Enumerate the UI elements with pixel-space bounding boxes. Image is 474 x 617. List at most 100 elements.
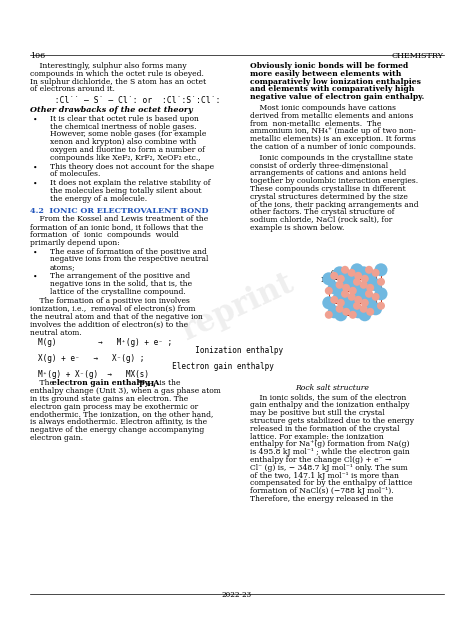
Text: :Cl̇̇ — Ṡ — Cl̇: or  :Cl̇:Ṡ:Cl̇:: :Cl̇̇ — Ṡ — Cl̇: or :Cl̇:Ṡ:Cl̇: bbox=[45, 96, 220, 106]
Text: sodium chloride, NaCl (rock salt), for: sodium chloride, NaCl (rock salt), for bbox=[250, 216, 392, 224]
Text: Obviously ionic bonds will be formed: Obviously ionic bonds will be formed bbox=[250, 62, 408, 70]
Text: enthalpy for Na⁺(g) formation from Na(g): enthalpy for Na⁺(g) formation from Na(g) bbox=[250, 441, 410, 449]
Text: In sulphur dichloride, the S atom has an octet: In sulphur dichloride, the S atom has an… bbox=[30, 78, 206, 86]
Text: neutral atom.: neutral atom. bbox=[30, 329, 82, 337]
Text: Na⁺→: Na⁺→ bbox=[321, 276, 341, 284]
Circle shape bbox=[338, 275, 352, 288]
Text: M⁺(g) + X⁻(g)  →   MX(s): M⁺(g) + X⁻(g) → MX(s) bbox=[38, 370, 149, 379]
Text: consist of orderly three-dimensional: consist of orderly three-dimensional bbox=[250, 162, 388, 170]
Circle shape bbox=[336, 305, 344, 313]
Text: In ionic solids, the sum of the electron: In ionic solids, the sum of the electron bbox=[250, 394, 406, 402]
Text: and elements with comparatively high: and elements with comparatively high bbox=[250, 85, 414, 93]
Circle shape bbox=[357, 291, 370, 304]
Circle shape bbox=[364, 269, 377, 283]
Circle shape bbox=[363, 275, 375, 288]
Text: arrangements of cations and anions held: arrangements of cations and anions held bbox=[250, 170, 406, 178]
Text: is 495.8 kJ mol⁻¹ ; while the electron gain: is 495.8 kJ mol⁻¹ ; while the electron g… bbox=[250, 448, 410, 456]
Text: However, some noble gases (for example: However, some noble gases (for example bbox=[50, 130, 206, 138]
Text: •: • bbox=[33, 249, 37, 257]
Circle shape bbox=[365, 266, 373, 274]
Text: Other drawbacks of the octet theory: Other drawbacks of the octet theory bbox=[30, 106, 193, 114]
Text: lattice of the crystalline compound.: lattice of the crystalline compound. bbox=[50, 288, 186, 296]
Circle shape bbox=[342, 308, 350, 316]
Text: is the: is the bbox=[157, 379, 181, 387]
Circle shape bbox=[352, 305, 365, 318]
Circle shape bbox=[336, 281, 344, 289]
Text: formation of an ionic bond, it follows that the: formation of an ionic bond, it follows t… bbox=[30, 223, 203, 231]
Text: The: The bbox=[30, 379, 56, 387]
Text: negative ions in the solid, that is, the: negative ions in the solid, that is, the bbox=[50, 280, 192, 288]
Text: other factors. The crystal structure of: other factors. The crystal structure of bbox=[250, 209, 394, 217]
Circle shape bbox=[340, 293, 353, 306]
Text: in its ground state gains an electron. The: in its ground state gains an electron. T… bbox=[30, 395, 188, 403]
Circle shape bbox=[333, 267, 346, 280]
Text: negative of the energy change accompanying: negative of the energy change accompanyi… bbox=[30, 426, 204, 434]
Text: xenon and krypton) also combine with: xenon and krypton) also combine with bbox=[50, 138, 196, 146]
Circle shape bbox=[333, 291, 346, 304]
Text: Therefore, the energy released in the: Therefore, the energy released in the bbox=[250, 495, 393, 503]
Circle shape bbox=[352, 281, 365, 294]
Circle shape bbox=[361, 275, 369, 283]
Circle shape bbox=[325, 311, 333, 319]
Text: M(g)         →   M⁺(g) + e⁻ ;: M(g) → M⁺(g) + e⁻ ; bbox=[38, 338, 172, 347]
Circle shape bbox=[342, 284, 350, 292]
Text: H,: H, bbox=[147, 379, 157, 387]
Text: It is clear that octet rule is based upon: It is clear that octet rule is based upo… bbox=[50, 115, 199, 123]
Circle shape bbox=[372, 293, 380, 301]
Text: example is shown below.: example is shown below. bbox=[250, 224, 345, 232]
Text: gain enthalpy and the ionization enthalpy: gain enthalpy and the ionization enthalp… bbox=[250, 402, 410, 410]
Circle shape bbox=[337, 275, 345, 283]
Text: Interestingly, sulphur also forms many: Interestingly, sulphur also forms many bbox=[30, 62, 187, 70]
Circle shape bbox=[366, 284, 374, 292]
Text: of the two, 147.1 kJ mol⁻¹ is more than: of the two, 147.1 kJ mol⁻¹ is more than bbox=[250, 471, 399, 479]
Circle shape bbox=[360, 281, 368, 289]
Text: formation of NaCl(s) (−788 kJ mol⁻¹).: formation of NaCl(s) (−788 kJ mol⁻¹). bbox=[250, 487, 393, 495]
Circle shape bbox=[346, 296, 359, 309]
Text: metallic elements) is an exception. It forms: metallic elements) is an exception. It f… bbox=[250, 135, 416, 143]
Text: of electrons around it.: of electrons around it. bbox=[30, 85, 115, 93]
Text: compensated for by the enthalpy of lattice: compensated for by the enthalpy of latti… bbox=[250, 479, 412, 487]
Text: may be positive but still the crystal: may be positive but still the crystal bbox=[250, 409, 385, 417]
Circle shape bbox=[347, 293, 356, 301]
Text: the neutral atom and that of the negative ion: the neutral atom and that of the negativ… bbox=[30, 313, 203, 321]
Circle shape bbox=[349, 287, 357, 295]
Circle shape bbox=[354, 296, 362, 304]
Circle shape bbox=[369, 302, 382, 315]
Text: Cl⁻ (g) is, − 348.7 kJ mol⁻¹ only. The sum: Cl⁻ (g) is, − 348.7 kJ mol⁻¹ only. The s… bbox=[250, 464, 408, 472]
Circle shape bbox=[377, 278, 385, 286]
Circle shape bbox=[372, 269, 380, 277]
Text: more easily between elements with: more easily between elements with bbox=[250, 70, 401, 78]
Text: Rock salt structure: Rock salt structure bbox=[295, 384, 369, 392]
Circle shape bbox=[353, 278, 361, 286]
Circle shape bbox=[330, 272, 338, 280]
Text: It does not explain the relative stability of: It does not explain the relative stabili… bbox=[50, 179, 210, 187]
Text: enthalpy change (Unit 3), when a gas phase atom: enthalpy change (Unit 3), when a gas pha… bbox=[30, 387, 221, 395]
Circle shape bbox=[341, 266, 349, 274]
Text: enthalpy for the change Cl(g) + e⁻ →: enthalpy for the change Cl(g) + e⁻ → bbox=[250, 456, 392, 464]
Text: released in the formation of the crystal: released in the formation of the crystal bbox=[250, 424, 400, 433]
Circle shape bbox=[365, 290, 373, 298]
Circle shape bbox=[334, 308, 347, 321]
Circle shape bbox=[345, 302, 358, 315]
Text: CHEMISTRY: CHEMISTRY bbox=[392, 52, 444, 60]
Text: Electron gain enthalpy: Electron gain enthalpy bbox=[38, 362, 274, 371]
Text: reprint: reprint bbox=[176, 267, 298, 347]
Text: The arrangement of the positive and: The arrangement of the positive and bbox=[50, 272, 190, 280]
Text: derived from metallic elements and anions: derived from metallic elements and anion… bbox=[250, 112, 413, 120]
Text: X(g) + e⁻   →   X⁻(g) ;: X(g) + e⁻ → X⁻(g) ; bbox=[38, 354, 145, 363]
Circle shape bbox=[358, 284, 371, 297]
Text: of molecules.: of molecules. bbox=[50, 170, 100, 178]
Circle shape bbox=[322, 296, 335, 309]
Text: crystal structures determined by the size: crystal structures determined by the siz… bbox=[250, 193, 408, 201]
Circle shape bbox=[358, 308, 371, 321]
Circle shape bbox=[345, 278, 358, 291]
Text: •: • bbox=[33, 164, 37, 172]
Circle shape bbox=[325, 287, 333, 295]
Text: 2022-23: 2022-23 bbox=[222, 591, 252, 599]
Circle shape bbox=[374, 263, 388, 276]
Circle shape bbox=[361, 299, 369, 307]
Circle shape bbox=[350, 263, 364, 276]
Text: compounds in which the octet rule is obeyed.: compounds in which the octet rule is obe… bbox=[30, 70, 204, 78]
Circle shape bbox=[341, 290, 349, 298]
Text: Most ionic compounds have cations: Most ionic compounds have cations bbox=[250, 104, 396, 112]
